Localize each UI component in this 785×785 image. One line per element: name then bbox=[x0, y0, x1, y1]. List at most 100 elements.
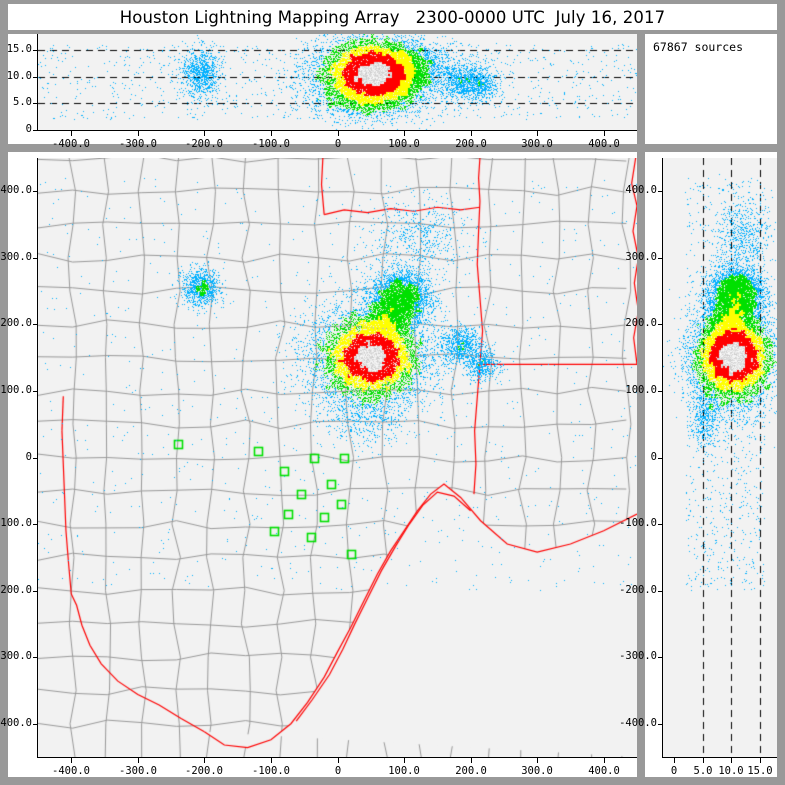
x-tick-label: 300.0 bbox=[521, 765, 553, 777]
y-tick bbox=[33, 724, 38, 725]
y-tick bbox=[33, 524, 38, 525]
y-tick bbox=[658, 458, 663, 459]
axes-east-west-altitude bbox=[38, 34, 637, 130]
y-tick bbox=[658, 524, 663, 525]
y-tick-label: -300.0 bbox=[0, 650, 32, 662]
x-tick-label: -200.0 bbox=[185, 765, 223, 777]
x-tick-label: 300.0 bbox=[521, 138, 553, 150]
y-tick-label: 100.0 bbox=[625, 384, 657, 396]
x-tick bbox=[604, 131, 605, 136]
x-tick bbox=[404, 758, 405, 763]
x-tick bbox=[604, 758, 605, 763]
axis-spine-bottom bbox=[662, 757, 777, 758]
axes-plan-view bbox=[38, 158, 637, 757]
y-tick bbox=[658, 724, 663, 725]
y-tick bbox=[33, 130, 38, 131]
x-tick-label: 5.0 bbox=[693, 765, 713, 777]
scatter-canvas-right bbox=[663, 158, 777, 757]
y-tick bbox=[658, 324, 663, 325]
x-tick bbox=[674, 758, 675, 763]
x-tick-label: 100.0 bbox=[388, 138, 420, 150]
y-tick-label: 400.0 bbox=[0, 184, 32, 196]
x-tick bbox=[338, 758, 339, 763]
scatter-canvas-top bbox=[38, 34, 637, 130]
x-tick-label: 200.0 bbox=[455, 138, 487, 150]
x-tick-label: -400.0 bbox=[52, 765, 90, 777]
source-count-label: 67867 sources bbox=[653, 40, 744, 54]
panel-altitude-north-south: 400.0 300.0 200.0 100.0 0 -100.0 -200.0 -300.0 -… bbox=[619, 152, 777, 777]
y-tick-label: 10.0 bbox=[6, 70, 32, 82]
y-tick-label: -100.0 bbox=[0, 517, 32, 529]
x-tick bbox=[71, 131, 72, 136]
x-tick bbox=[731, 758, 732, 763]
y-tick bbox=[33, 191, 38, 192]
y-tick bbox=[33, 458, 38, 459]
y-tick-label: 15.0 bbox=[6, 43, 32, 55]
y-tick bbox=[658, 391, 663, 392]
panel-east-west-altitude: 15.0 10.0 5.0 0 -400.0 -300.0 -200.0 -100.0 0 100… bbox=[7, 34, 637, 150]
x-tick-label: 0 bbox=[334, 765, 342, 777]
y-tick bbox=[658, 657, 663, 658]
x-tick-label: -200.0 bbox=[185, 138, 223, 150]
x-tick-label: -100.0 bbox=[252, 138, 290, 150]
y-tick-label: 0 bbox=[25, 123, 32, 135]
x-tick bbox=[471, 131, 472, 136]
y-tick-label: 100.0 bbox=[0, 384, 32, 396]
x-tick-label: -400.0 bbox=[52, 138, 90, 150]
y-tick-label: 5.0 bbox=[13, 96, 32, 108]
y-tick-label: 200.0 bbox=[625, 317, 657, 329]
x-tick bbox=[271, 131, 272, 136]
x-tick bbox=[703, 758, 704, 763]
x-tick-label: 15.0 bbox=[747, 765, 773, 777]
axes-altitude-north-south bbox=[663, 158, 777, 757]
map-canvas bbox=[38, 158, 637, 757]
y-tick bbox=[33, 77, 38, 78]
x-tick-label: 100.0 bbox=[388, 765, 420, 777]
source-count-panel: 67867 sources bbox=[645, 34, 777, 144]
y-tick bbox=[658, 258, 663, 259]
x-tick bbox=[471, 758, 472, 763]
y-tick-label: -400.0 bbox=[0, 717, 32, 729]
y-tick-label: 300.0 bbox=[625, 251, 657, 263]
x-tick-label: -300.0 bbox=[119, 765, 157, 777]
axis-spine-bottom bbox=[37, 757, 637, 758]
y-tick bbox=[658, 591, 663, 592]
y-tick bbox=[33, 103, 38, 104]
x-tick-label: 0 bbox=[334, 138, 342, 150]
y-tick-label: 200.0 bbox=[0, 317, 32, 329]
y-tick bbox=[33, 591, 38, 592]
x-tick-label: -100.0 bbox=[252, 765, 290, 777]
y-tick-label: -300.0 bbox=[619, 650, 657, 662]
y-tick-label: 400.0 bbox=[625, 184, 657, 196]
y-tick-label: -100.0 bbox=[619, 517, 657, 529]
x-tick-label: -300.0 bbox=[119, 138, 157, 150]
x-tick bbox=[404, 131, 405, 136]
page-title: Houston Lightning Mapping Array 2300-000… bbox=[119, 7, 666, 27]
x-tick-label: 400.0 bbox=[588, 138, 620, 150]
x-tick-label: 200.0 bbox=[455, 765, 487, 777]
y-tick bbox=[33, 657, 38, 658]
x-tick-label: 0 bbox=[670, 765, 678, 777]
x-tick bbox=[204, 758, 205, 763]
y-tick-label: -400.0 bbox=[619, 717, 657, 729]
y-tick-label: 300.0 bbox=[0, 251, 32, 263]
x-tick-label: 400.0 bbox=[588, 765, 620, 777]
y-tick bbox=[33, 258, 38, 259]
y-tick bbox=[33, 50, 38, 51]
y-tick-label: 0 bbox=[25, 451, 32, 463]
y-tick-label: 0 bbox=[650, 451, 657, 463]
x-tick bbox=[71, 758, 72, 763]
x-tick bbox=[271, 758, 272, 763]
axis-spine-bottom bbox=[37, 130, 637, 131]
y-tick bbox=[33, 391, 38, 392]
x-tick bbox=[204, 131, 205, 136]
axis-spine-left bbox=[37, 34, 38, 131]
y-tick bbox=[658, 191, 663, 192]
panel-plan-view: 400.0 300.0 200.0 100.0 0 -100.0 -200.0 -300.0 -… bbox=[0, 152, 637, 777]
y-tick-label: -200.0 bbox=[0, 584, 32, 596]
y-tick bbox=[33, 324, 38, 325]
x-tick bbox=[537, 758, 538, 763]
x-tick bbox=[537, 131, 538, 136]
x-tick bbox=[338, 131, 339, 136]
